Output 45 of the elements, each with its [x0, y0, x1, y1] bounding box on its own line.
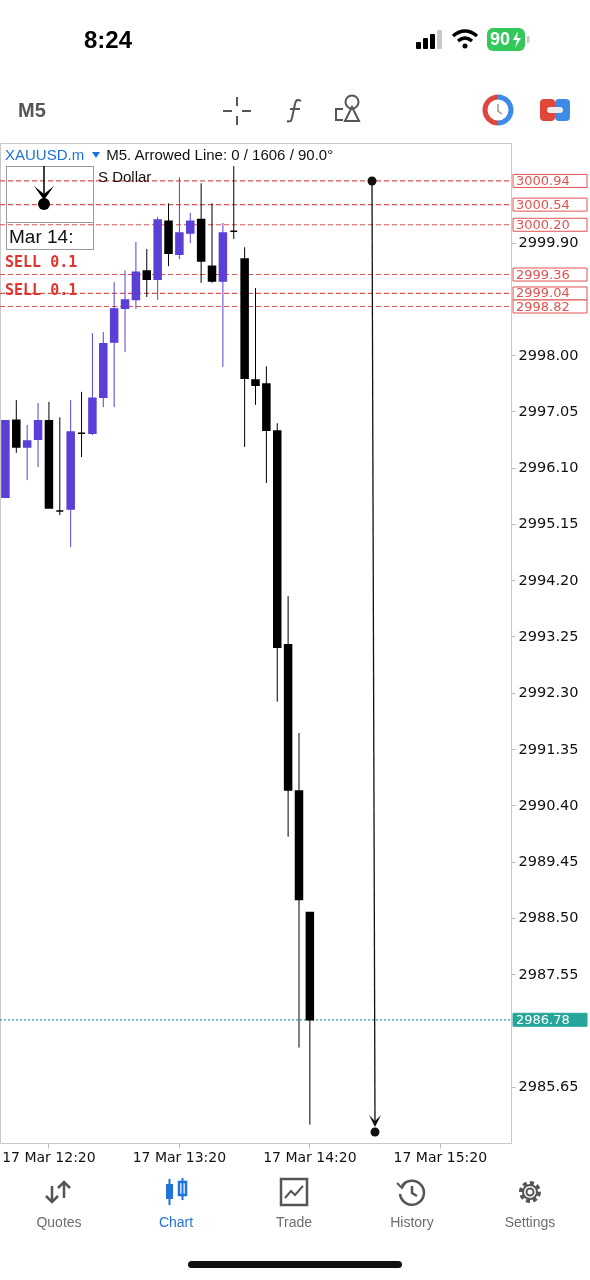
- y-tick-label: 2995.15: [518, 515, 579, 532]
- candlestick: [33, 402, 43, 468]
- x-tick-label: 17 Mar 15:20: [393, 1148, 488, 1165]
- y-tick-label: 2990.40: [518, 796, 579, 813]
- x-tick-label: 17 Mar 13:20: [132, 1148, 227, 1165]
- y-tick-label: 2985.65: [518, 1078, 579, 1095]
- text: Trade: [274, 1214, 314, 1230]
- text: 90: [490, 29, 511, 50]
- annotation: SELL 0.1: [5, 253, 78, 271]
- candlestick: [186, 212, 195, 244]
- text: M5: [18, 99, 46, 122]
- ref-line-label: 2998.82: [516, 298, 570, 314]
- y-tick-label: 2997.05: [518, 402, 579, 419]
- ref-line-label: 2999.36: [516, 266, 570, 282]
- text: Settings: [503, 1214, 557, 1230]
- y-tick-label: 2988.50: [518, 909, 579, 926]
- text: 8:24: [84, 26, 133, 54]
- y-tick-label: 2992.30: [518, 684, 579, 701]
- candlestick: [120, 269, 130, 353]
- y-tick-label: 2987.55: [518, 965, 579, 982]
- annotation: Mar 14:: [9, 226, 74, 248]
- text: Quotes: [35, 1214, 83, 1230]
- text: History: [389, 1214, 435, 1230]
- candlestick: [22, 424, 32, 481]
- chart-subtitle: M5. Arrowed Line: 0 / 1606 / 90.0°: [106, 146, 334, 163]
- y-tick-label: 2999.90: [518, 234, 579, 251]
- y-tick-label: 2998.00: [518, 346, 579, 363]
- y-tick-label: 2991.35: [518, 740, 579, 757]
- candlestick: [175, 176, 184, 260]
- ref-line-label: 2999.04: [516, 285, 570, 301]
- y-tick-label: 2994.20: [518, 571, 579, 588]
- candlestick: [251, 287, 260, 406]
- x-tick-label: 17 Mar 12:20: [2, 1148, 96, 1165]
- ref-line-label: 3000.20: [516, 216, 570, 232]
- y-tick-label: 2989.45: [518, 853, 579, 870]
- x-tick-label: 17 Mar 14:20: [263, 1148, 357, 1165]
- candlestick: [142, 248, 152, 298]
- ref-line-label: 3000.54: [516, 196, 570, 212]
- chart-title: XAUUSD.m: [5, 146, 85, 163]
- text: Chart: [157, 1214, 195, 1230]
- ref-line-label: 2986.78: [516, 1011, 570, 1027]
- ref-line-label: 3000.94: [516, 172, 570, 188]
- y-tick-label: 2993.25: [518, 627, 579, 644]
- candlestick: [207, 202, 217, 284]
- y-tick-label: 2996.10: [518, 459, 579, 476]
